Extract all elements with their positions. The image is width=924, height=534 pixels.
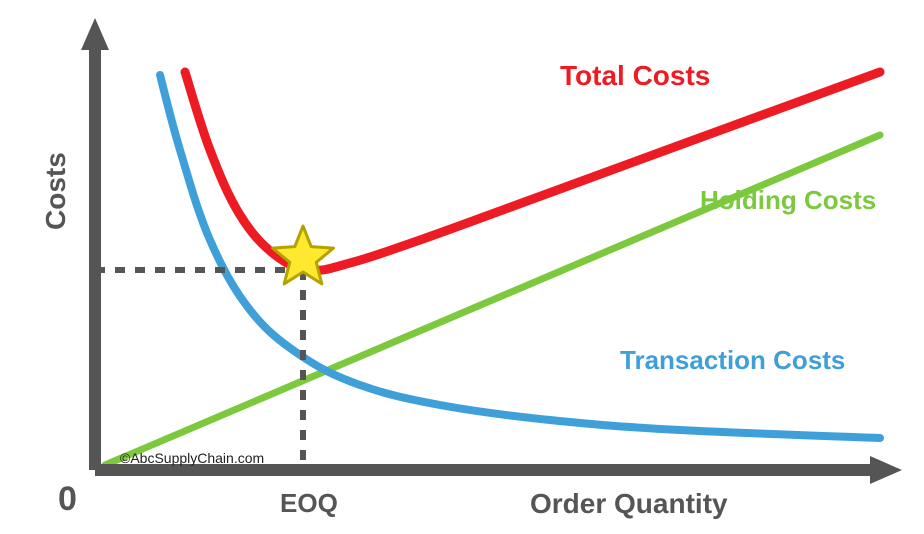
transaction-costs-curve (160, 75, 880, 438)
copyright-text: ©AbcSupplyChain.com (120, 450, 264, 466)
holding-costs-label: Holding Costs (700, 185, 876, 216)
x-axis-label: Order Quantity (530, 488, 728, 520)
eoq-label: EOQ (280, 488, 338, 519)
y-axis-label: Costs (40, 152, 72, 230)
total-costs-label: Total Costs (560, 60, 710, 92)
transaction-costs-label: Transaction Costs (620, 345, 845, 376)
x-axis-arrow-icon (870, 456, 902, 484)
total-costs-curve (185, 72, 880, 270)
y-axis-arrow-icon (81, 18, 109, 50)
origin-label: 0 (58, 480, 77, 519)
